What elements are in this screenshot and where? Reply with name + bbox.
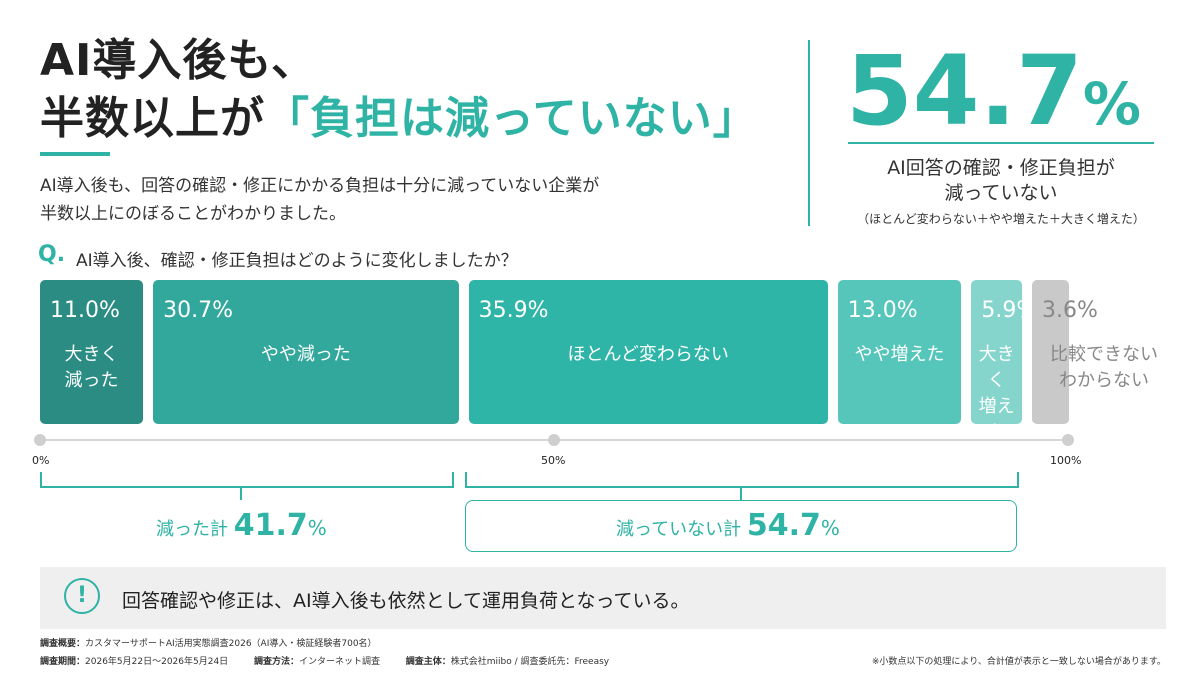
footer-overview-text: カスタマーサポートAI活用実態調査2026（AI導入・検証経験者700名） — [85, 639, 377, 649]
tick-label-0: 0% — [32, 454, 50, 467]
footer-overview-label: 調査概要： — [40, 639, 86, 649]
title-line-1: AI導入後も、 — [40, 35, 317, 86]
bar-value-label: 5.9% — [981, 298, 1022, 323]
axis-dot-0 — [34, 434, 46, 446]
stat-caption-line-1: AI回答の確認・修正負担が — [887, 157, 1115, 179]
bar-segment: 3.6% 比較できない わからない — [1032, 280, 1158, 424]
bar-category-label: やや増えた — [854, 344, 945, 365]
footer-sponsor-text: 株式会社miibo / 調査委託先：Freeasy — [450, 657, 610, 667]
page-title: AI導入後も、 半数以上が「負担は減っていない」 — [40, 32, 758, 148]
footer-period-label: 調査期間： — [40, 657, 86, 667]
tick-label-100: 100% — [1050, 454, 1082, 467]
sum-not-decreased: 減っていない計 54.7% — [616, 508, 840, 543]
bar-segment: 35.9% ほとんど変わらない — [468, 280, 828, 424]
bar-category-label: 大きく 減った — [64, 344, 119, 391]
bar-value-label: 13.0% — [847, 298, 918, 323]
sum-not-decreased-label: 減っていない計 — [616, 519, 742, 540]
stat-divider — [848, 142, 1154, 144]
footer-overview: 調査概要：カスタマーサポートAI活用実態調査2026（AI導入・検証経験者700… — [40, 636, 377, 649]
headline-stat: 54.7% — [846, 36, 1166, 159]
bar-segment: 30.7% やや減った — [153, 280, 459, 424]
sum-not-decreased-box — [465, 500, 1017, 552]
bar-segment: 11.0% 大きく 減った — [40, 280, 144, 424]
title-underline — [40, 152, 110, 156]
vertical-divider — [808, 40, 810, 226]
bar-segment: 5.9% 大きく 増えた — [971, 280, 1022, 424]
bar-value-label: 11.0% — [50, 298, 120, 323]
footer-note: ※小数点以下の処理により、合計値が表示と一致しない場合があります。 — [871, 657, 1166, 667]
headline-stat-unit: % — [1082, 70, 1141, 138]
stat-note: （ほとんど変わらない＋やや増えた＋大きく増えた） — [857, 212, 1145, 226]
title-highlight: 「負担は減っていない」 — [265, 93, 758, 144]
bracket-not-decreased-stem — [740, 486, 742, 500]
exclamation-icon: ! — [64, 578, 100, 614]
bar-value-label: 30.7% — [163, 298, 233, 323]
stat-caption-line-2: 減っていない — [944, 182, 1058, 204]
sum-decreased-unit: % — [307, 516, 327, 540]
bar-segment: 13.0% やや増えた — [837, 280, 962, 424]
bracket-decreased — [40, 472, 454, 488]
sum-decreased-label: 減った計 — [156, 519, 228, 540]
question-mark: Q. — [38, 242, 66, 267]
tick-label-50: 50% — [541, 454, 566, 467]
title-prefix: 半数以上が — [40, 93, 265, 144]
bar-category-label: 大きく 増えた — [978, 344, 1015, 424]
bracket-not-decreased — [465, 472, 1019, 488]
conclusion-banner — [40, 567, 1166, 629]
stat-caption: AI回答の確認・修正負担が 減っていない — [848, 156, 1154, 206]
headline-stat-value: 54.7 — [846, 35, 1083, 147]
footer-method-text: インターネット調査 — [298, 657, 380, 667]
lead-line-1: AI導入後も、回答の確認・修正にかかる負担は十分に減っていない企業が — [40, 176, 600, 196]
sum-not-decreased-unit: % — [820, 516, 840, 540]
question-text: AI導入後、確認・修正負担はどのように変化しましたか？ — [76, 251, 518, 271]
lead-text: AI導入後も、回答の確認・修正にかかる負担は十分に減っていない企業が 半数以上に… — [40, 172, 599, 228]
sum-decreased: 減った計 41.7% — [156, 508, 327, 543]
bar-category-label: やや減った — [260, 344, 351, 365]
sum-decreased-value: 41.7 — [233, 508, 308, 543]
footer-meta: 調査期間：2026年5月22日〜2026年5月24日 調査方法：インターネット調… — [40, 654, 609, 667]
lead-line-2: 半数以上にのぼることがわかりました。 — [40, 204, 346, 224]
sum-not-decreased-value: 54.7 — [746, 508, 821, 543]
bar-value-label: 3.6% — [1042, 298, 1098, 323]
conclusion-text: 回答確認や修正は、AI導入後も依然として運用負荷となっている。 — [122, 590, 690, 612]
footer-method-label: 調査方法： — [253, 657, 299, 667]
title-line-2: 半数以上が「負担は減っていない」 — [40, 90, 758, 148]
bar-category-label: 比較できない わからない — [1050, 344, 1159, 391]
footer-sponsor-label: 調査主体： — [405, 657, 451, 667]
bar-value-label: 35.9% — [478, 298, 549, 323]
bracket-decreased-stem — [240, 486, 242, 500]
footer-period-text: 2026年5月22日〜2026年5月24日 — [85, 657, 229, 667]
bar-category-label: ほとんど変わらない — [567, 344, 729, 365]
axis-dot-100 — [1062, 434, 1074, 446]
axis-dot-50 — [548, 434, 560, 446]
